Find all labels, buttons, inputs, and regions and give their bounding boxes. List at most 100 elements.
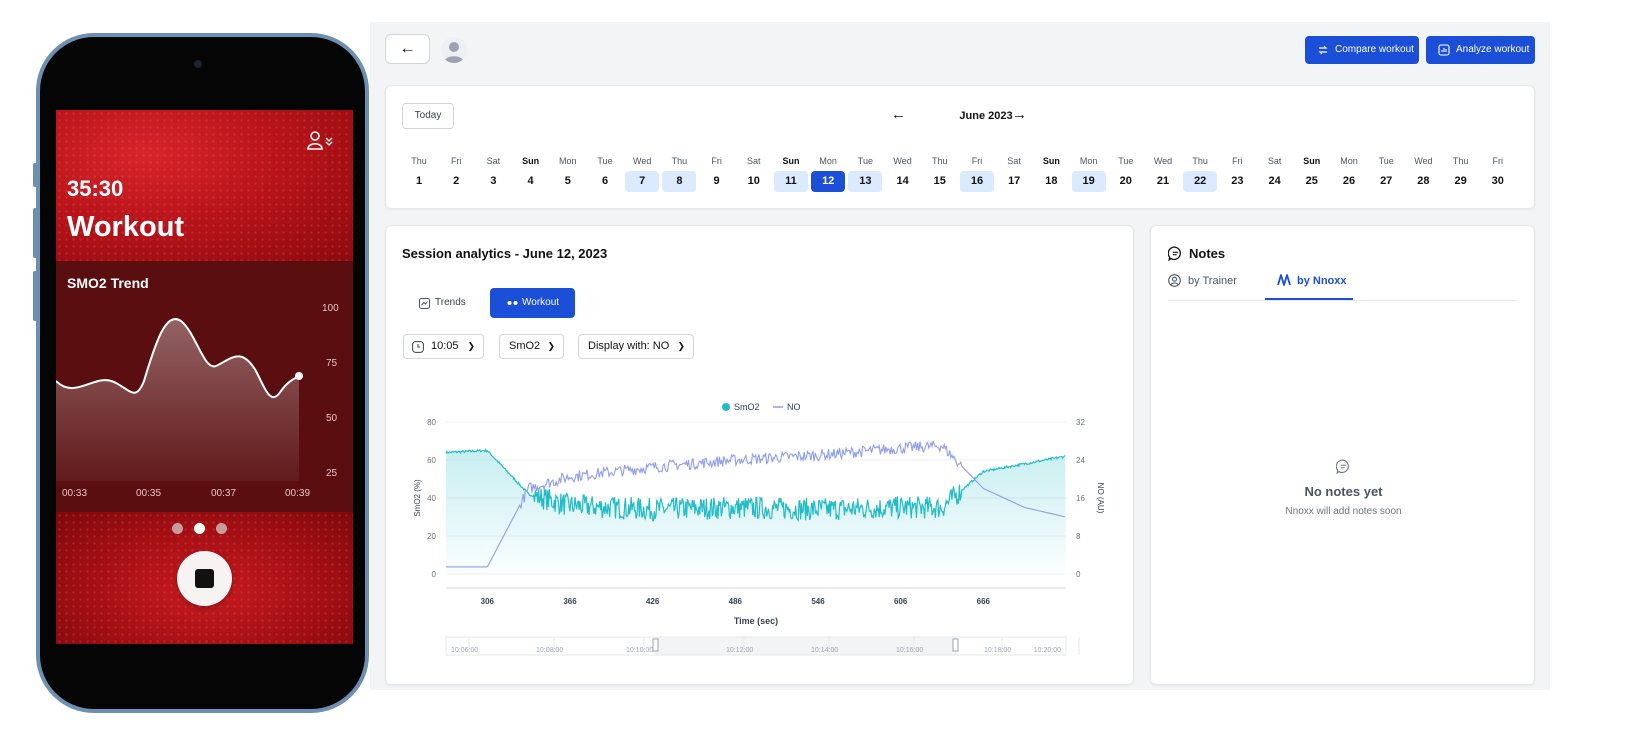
day-of-week: Wed (1414, 156, 1433, 166)
notes-tabs-divider (1168, 300, 1517, 301)
analyze-workout-button[interactable]: Analyze workout (1426, 36, 1535, 64)
compare-workout-button[interactable]: Compare workout (1305, 36, 1419, 64)
calendar-day[interactable]: Sun 4 (514, 152, 548, 196)
metric-select[interactable]: SmO2 ❯ (499, 334, 564, 359)
day-number: 16 (960, 171, 994, 192)
calendar-day[interactable]: Tue 27 (1369, 152, 1403, 196)
day-of-week: Sun (1303, 156, 1321, 166)
smo2-trend-line (56, 318, 300, 399)
calendar-day[interactable]: Thu 15 (923, 152, 957, 196)
calendar-day[interactable]: Mon 19 (1071, 152, 1106, 196)
empty-notes-chat-icon (1336, 459, 1349, 474)
x-tick-label: 426 (646, 597, 660, 606)
trainer-icon (1168, 274, 1181, 287)
day-number: 21 (1156, 175, 1170, 187)
y-tick-label: 60 (427, 456, 436, 465)
calendar-day[interactable]: Sat 10 (737, 152, 771, 196)
pager-dot[interactable] (172, 523, 183, 534)
stop-workout-button[interactable] (177, 551, 232, 606)
back-button[interactable]: ← (385, 34, 430, 64)
tab-by-nnoxx[interactable]: by Nnoxx (1265, 270, 1353, 300)
calendar-day[interactable]: Fri 23 (1220, 152, 1254, 196)
calendar-day[interactable]: Thu 1 (402, 152, 436, 196)
smo2-series-line (445, 448, 1066, 523)
calendar-day[interactable]: Wed 14 (886, 152, 920, 196)
calendar-day[interactable]: Thu 22 (1183, 152, 1218, 196)
calendar-day[interactable]: Thu 8 (662, 152, 697, 196)
days-row: Thu 1 Fri 2 Sat 3 Sun 4 Mon 5 Tue 6 Wed 7 Thu 8 Fri 9 Sat 1… (402, 152, 1532, 200)
month-label: June 2023 (959, 110, 1013, 122)
day-number: 11 (774, 171, 808, 192)
today-button[interactable]: Today (402, 103, 454, 129)
timeline-label: 10:06:00 (451, 647, 478, 654)
calendar-day[interactable]: Mon 12 (811, 152, 846, 196)
tab-trends[interactable]: Trends (403, 288, 487, 318)
phone-y-tick: 50 (326, 413, 338, 424)
calendar-day[interactable]: Wed 7 (625, 152, 660, 196)
phone-power-button (365, 223, 369, 303)
calendar-day[interactable]: Sun 11 (774, 152, 808, 196)
timeline-handle-left (652, 638, 659, 652)
display-with-select[interactable]: Display with: NO ❯ (578, 334, 694, 359)
calendar-day[interactable]: Sun 18 (1034, 152, 1068, 196)
x-tick-label: 546 (811, 597, 825, 606)
avatar[interactable] (441, 37, 467, 63)
day-number: 27 (1380, 175, 1393, 187)
day-number: 2 (453, 175, 460, 187)
next-month-arrow-icon[interactable]: → (1012, 106, 1027, 123)
legend-smo2-marker (722, 403, 730, 411)
phone-mute-switch (33, 163, 37, 187)
chevron-down-icon: ❯ (547, 341, 555, 351)
y2-tick-label: 8 (1076, 532, 1081, 541)
trends-icon (419, 298, 430, 309)
prev-month-arrow-icon[interactable]: ← (891, 106, 906, 123)
calendar-day[interactable]: Tue 13 (848, 152, 883, 196)
day-number: 1 (415, 175, 423, 187)
calendar-day[interactable]: Wed 28 (1406, 152, 1440, 196)
dashboard: ← Compare workout Analyze workout Today … (370, 22, 1550, 690)
user-switch-icon[interactable] (306, 130, 340, 152)
day-number: 30 (1491, 175, 1504, 187)
day-number: 8 (662, 171, 697, 192)
tab-by-trainer[interactable]: by Trainer (1168, 270, 1237, 298)
tab-workout-label: Workout (522, 297, 560, 308)
day-of-week: Tue (857, 156, 873, 166)
tab-by-trainer-label: by Trainer (1188, 275, 1237, 287)
notes-title: Notes (1189, 246, 1226, 261)
pager-dot[interactable] (216, 523, 227, 534)
calendar-day[interactable]: Thu 29 (1444, 152, 1478, 196)
calendar-day[interactable]: Fri 2 (439, 152, 473, 196)
calendar-day[interactable]: Tue 20 (1109, 152, 1143, 196)
day-number: 3 (490, 175, 497, 187)
calendar-day[interactable]: Fri 9 (700, 152, 734, 196)
calendar-day[interactable]: Sat 17 (997, 152, 1031, 196)
calendar-day[interactable]: Sun 25 (1295, 152, 1329, 196)
calendar-day[interactable]: Wed 21 (1146, 152, 1180, 196)
day-of-week: Thu (932, 156, 948, 166)
day-of-week: Sun (1042, 156, 1060, 166)
pager-dot-active[interactable] (194, 523, 205, 534)
calendar-day[interactable]: Fri 16 (960, 152, 994, 196)
y-axis-title: SmO2 (%) (413, 479, 422, 517)
tab-by-nnoxx-label: by Nnoxx (1297, 275, 1347, 287)
time-select[interactable]: 10:05 ❯ (403, 334, 484, 359)
timeline-label: 10:10:00 (626, 647, 653, 654)
phone-mockup: 35:30 Workout 100 75 50 (33, 33, 369, 713)
phone-y-tick: 75 (326, 358, 338, 369)
phone-y-tick: 25 (326, 468, 338, 479)
day-number: 23 (1231, 175, 1244, 187)
calendar-day[interactable]: Mon 5 (551, 152, 585, 196)
chevron-down-icon: ❯ (677, 341, 685, 351)
y-tick-label: 80 (427, 418, 436, 427)
calendar-day[interactable]: Sat 24 (1258, 152, 1292, 196)
calendar-day[interactable]: Fri 30 (1481, 152, 1515, 196)
calendar-day[interactable]: Tue 6 (588, 152, 622, 196)
y2-tick-label: 0 (1076, 570, 1081, 579)
calendar-day[interactable]: Sat 3 (476, 152, 510, 196)
legend-no-label: NO (787, 402, 801, 412)
tab-workout[interactable]: Workout (490, 288, 575, 318)
day-of-week: Wed (893, 156, 912, 166)
smo2-trend-chart: 100 75 50 25 00:33 00:35 00:37 00:39 (56, 303, 339, 499)
calendar-day[interactable]: Mon 26 (1332, 152, 1366, 196)
phone-x-tick: 00:37 (211, 488, 236, 499)
